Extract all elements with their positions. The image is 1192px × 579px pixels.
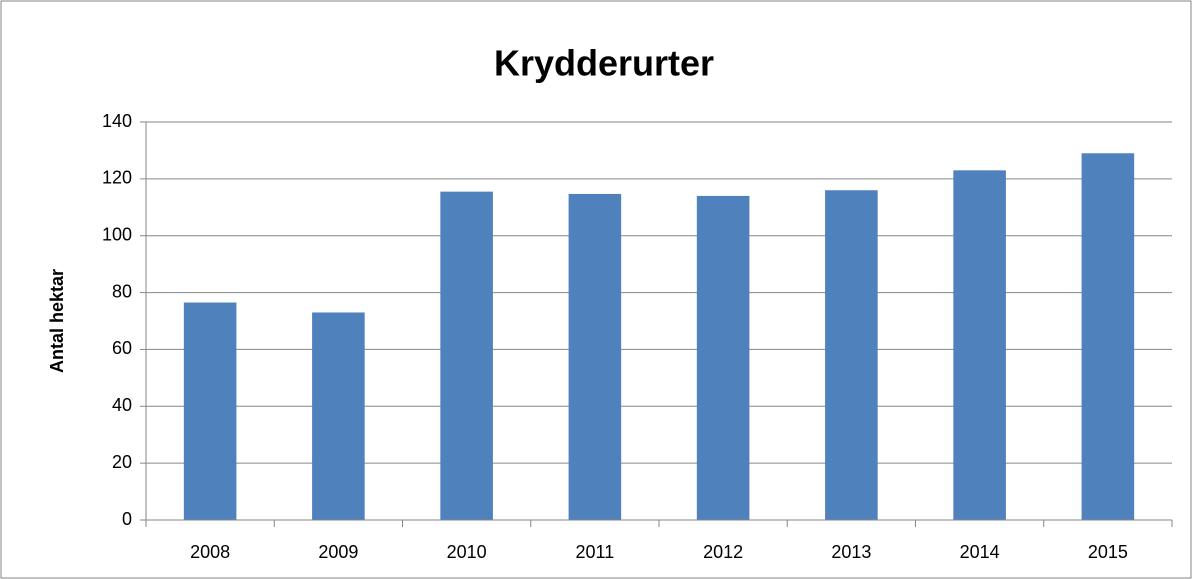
x-tick-label: 2012 [703, 542, 743, 562]
y-tick-label: 80 [112, 281, 132, 301]
x-tick-label: 2008 [190, 542, 230, 562]
chart-title: Krydderurter [494, 43, 714, 84]
y-tick-label: 100 [102, 224, 132, 244]
bar [183, 302, 237, 520]
x-tick-label: 2013 [831, 542, 871, 562]
y-tick-label: 140 [102, 111, 132, 131]
y-axis-label: Antal hektar [47, 269, 67, 373]
x-tick-label: 2011 [576, 542, 615, 562]
bar [312, 312, 365, 520]
bar [1081, 153, 1135, 520]
y-tick-label: 0 [122, 509, 132, 529]
x-tick-label: 2010 [447, 542, 487, 562]
y-tick-label: 60 [112, 338, 132, 358]
y-tick-label: 120 [102, 168, 132, 188]
bar [825, 190, 878, 520]
bar [696, 195, 750, 520]
x-tick-label: 2015 [1088, 542, 1128, 562]
bar [568, 193, 622, 520]
bar [440, 191, 493, 520]
bar [953, 170, 1006, 521]
x-tick-label: 2014 [960, 542, 1000, 562]
y-tick-label: 40 [112, 395, 132, 415]
x-tick-label: 2009 [318, 542, 358, 562]
y-tick-label: 20 [112, 452, 132, 472]
